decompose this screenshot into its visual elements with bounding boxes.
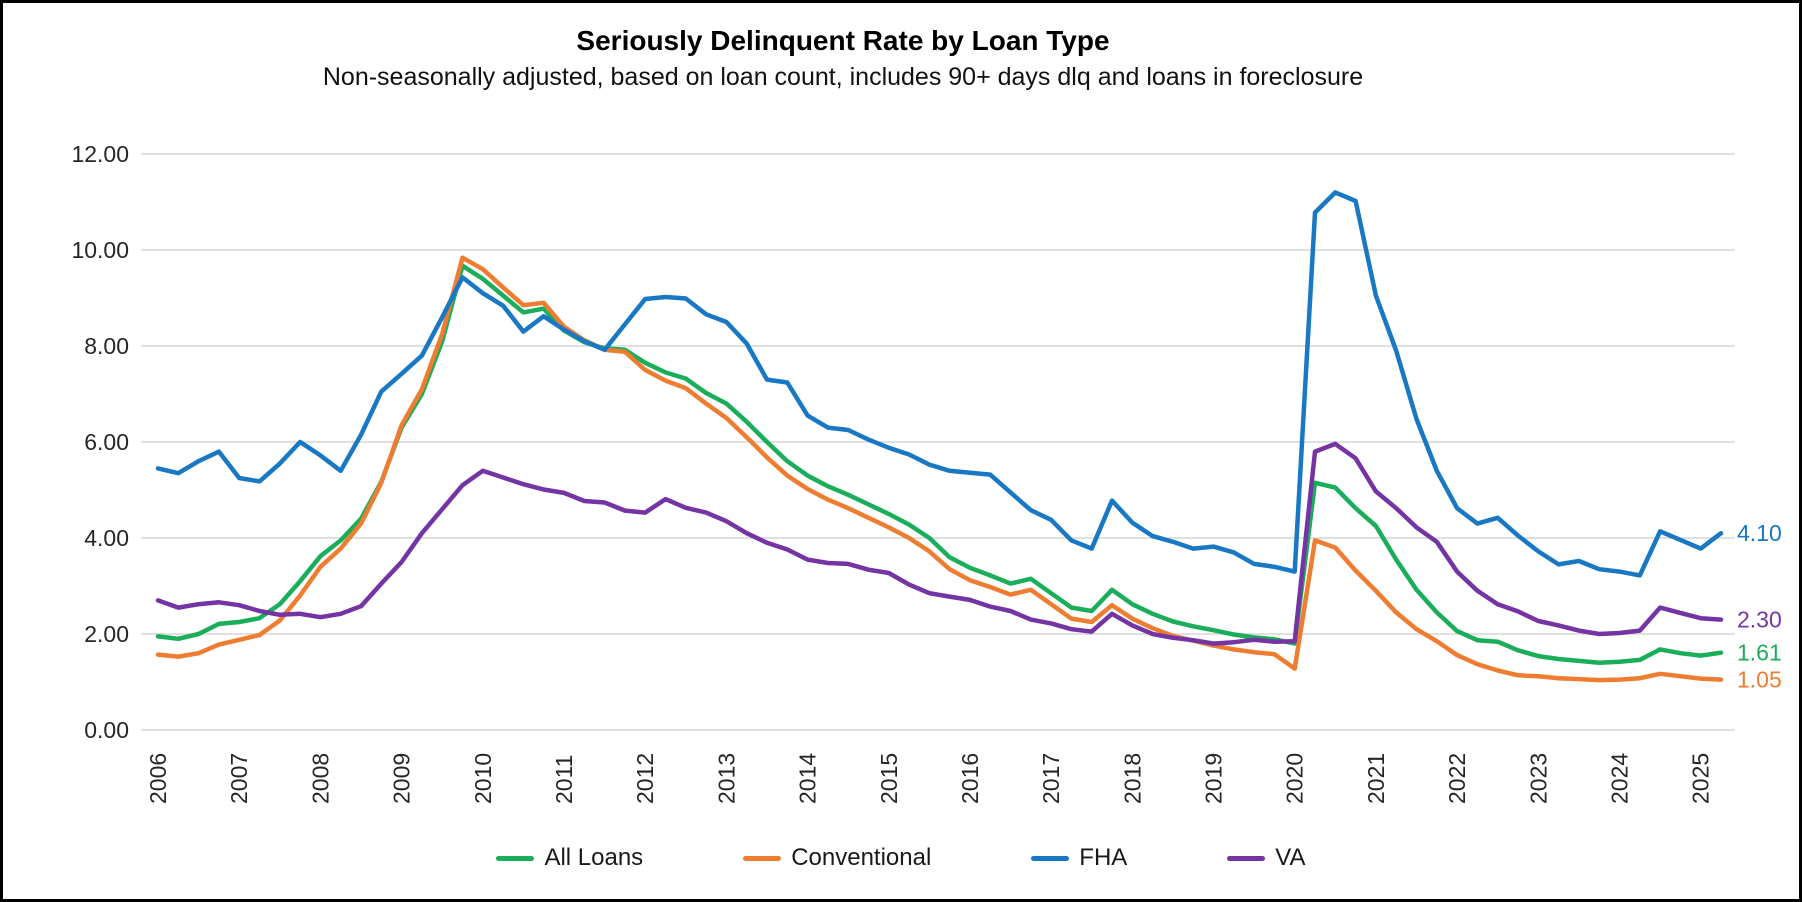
y-axis-label: 0.00: [84, 717, 129, 743]
line-all-loans: [155, 263, 1724, 666]
legend-swatch-conventional: [743, 855, 782, 861]
line-fha: [155, 190, 1724, 578]
legend-label: Conventional: [791, 844, 932, 871]
x-axis-label: 2019: [1201, 753, 1227, 804]
legend-label: FHA: [1079, 844, 1128, 871]
legend-swatch-va: [1227, 855, 1266, 861]
chart-title: Seriously Delinquent Rate by Loan Type: [576, 25, 1110, 56]
x-axis-label: 2022: [1444, 753, 1470, 804]
legend-swatch-all-loans: [496, 855, 535, 861]
x-axis-label: 2006: [145, 753, 171, 804]
end-label-all-loans: 1.61: [1737, 640, 1782, 666]
x-axis-label: 2009: [389, 753, 415, 804]
x-axis-label: 2012: [632, 753, 658, 804]
x-axis-label: 2016: [957, 753, 983, 804]
x-axis-label: 2024: [1607, 753, 1633, 804]
x-axis-label: 2008: [307, 753, 333, 804]
legend-swatch-fha: [1031, 855, 1070, 861]
end-label-fha: 4.10: [1737, 520, 1782, 546]
legend: All Loans Conventional FHA VA: [3, 841, 1799, 875]
x-axis-label: 2020: [1282, 753, 1308, 804]
legend-item-va: VA: [1227, 844, 1306, 872]
x-axis-label: 2018: [1119, 753, 1145, 804]
end-label-conventional: 1.05: [1737, 667, 1782, 693]
y-axis-label: 4.00: [84, 525, 129, 551]
x-axis-label: 2021: [1363, 753, 1389, 804]
legend-label: VA: [1275, 844, 1306, 871]
x-axis-label: 2013: [713, 753, 739, 804]
line-va: [155, 441, 1724, 646]
legend-item-conventional: Conventional: [743, 844, 931, 872]
y-axis-label: 6.00: [84, 429, 129, 455]
x-axis-label: 2011: [551, 755, 577, 804]
chart-svg: 12.00 10.00 8.00 6.00 4.00 2.00 0.00 2006 2007 20…: [71, 141, 1782, 804]
x-axis-label: 2025: [1688, 753, 1714, 804]
y-axis-label: 12.00: [71, 141, 129, 167]
y-axis-label: 8.00: [84, 333, 129, 359]
line-conventional: [155, 255, 1724, 683]
x-axis-label: 2007: [226, 753, 252, 804]
x-axis-label: 2015: [876, 753, 902, 804]
x-axis-label: 2017: [1038, 753, 1064, 804]
y-axis-label: 2.00: [84, 621, 129, 647]
x-axis-label: 2023: [1525, 753, 1551, 804]
legend-label: All Loans: [544, 844, 644, 871]
chart-subtitle: Non-seasonally adjusted, based on loan c…: [322, 63, 1364, 91]
y-axis-label: 10.00: [71, 237, 129, 263]
legend-item-fha: FHA: [1031, 844, 1127, 872]
end-label-va: 2.30: [1737, 607, 1782, 633]
x-axis-label: 2014: [795, 753, 821, 804]
legend-item-all-loans: All Loans: [496, 844, 643, 872]
x-axis-label: 2010: [470, 753, 496, 804]
